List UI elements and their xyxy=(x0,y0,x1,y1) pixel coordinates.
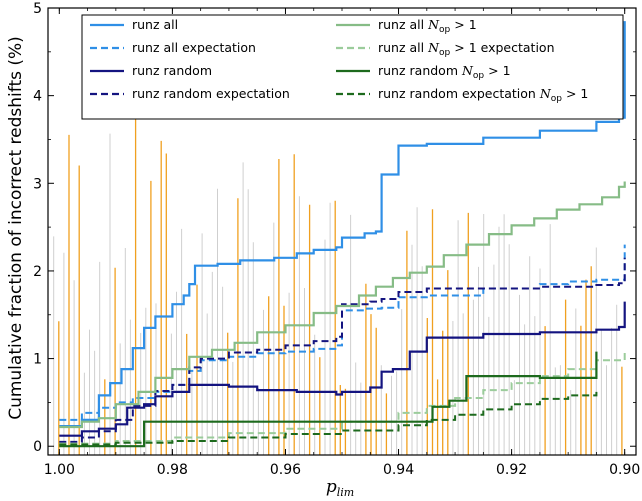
series-line xyxy=(59,301,626,437)
x-axis-label-sub: lim xyxy=(337,486,354,499)
series-line xyxy=(59,351,598,448)
legend-label: runz all xyxy=(132,17,178,32)
x-tick-label: 0.94 xyxy=(383,462,414,478)
y-axis-label: Cumulative fraction of incorrect redshif… xyxy=(6,36,26,420)
series-line xyxy=(59,349,626,445)
legend-label: runz random expectation Nop > 1 xyxy=(378,86,588,104)
error-bars xyxy=(53,118,623,455)
legend-label: runz random xyxy=(132,63,212,78)
series-line xyxy=(59,391,598,446)
legend-label: runz random Nop > 1 xyxy=(378,63,511,81)
x-tick-label: 0.98 xyxy=(157,462,188,478)
x-tick-label: 0.96 xyxy=(270,462,301,478)
x-axis-label-main: p xyxy=(326,477,337,497)
series-line xyxy=(59,181,626,429)
series-line xyxy=(59,21,626,428)
x-tick-label: 1.00 xyxy=(44,462,75,478)
series-lines xyxy=(59,21,626,448)
legend-label: runz all Nop > 1 expectation xyxy=(378,40,555,58)
axis-ticks: 1.00 0.98 0.96 0.94 0.92 0.90 0 1 2 3 4 5 xyxy=(33,1,640,478)
legend-label: runz all Nop > 1 xyxy=(378,17,477,35)
y-tick-label: 3 xyxy=(33,176,42,192)
x-axis-label: plim xyxy=(326,477,354,499)
y-tick-label: 2 xyxy=(33,264,42,280)
y-tick-label: 1 xyxy=(33,352,42,368)
y-tick-label: 5 xyxy=(33,1,42,17)
y-tick-label: 4 xyxy=(33,89,42,105)
series-line xyxy=(59,257,626,443)
x-tick-label: 0.90 xyxy=(609,462,640,478)
legend-label: runz all expectation xyxy=(132,40,256,55)
legend-box xyxy=(81,14,624,120)
legend-label: runz random expectation xyxy=(132,86,290,101)
legend: runz all runz all expectation runz random r… xyxy=(81,14,624,120)
x-tick-label: 0.92 xyxy=(496,462,527,478)
y-tick-label: 0 xyxy=(33,439,42,455)
